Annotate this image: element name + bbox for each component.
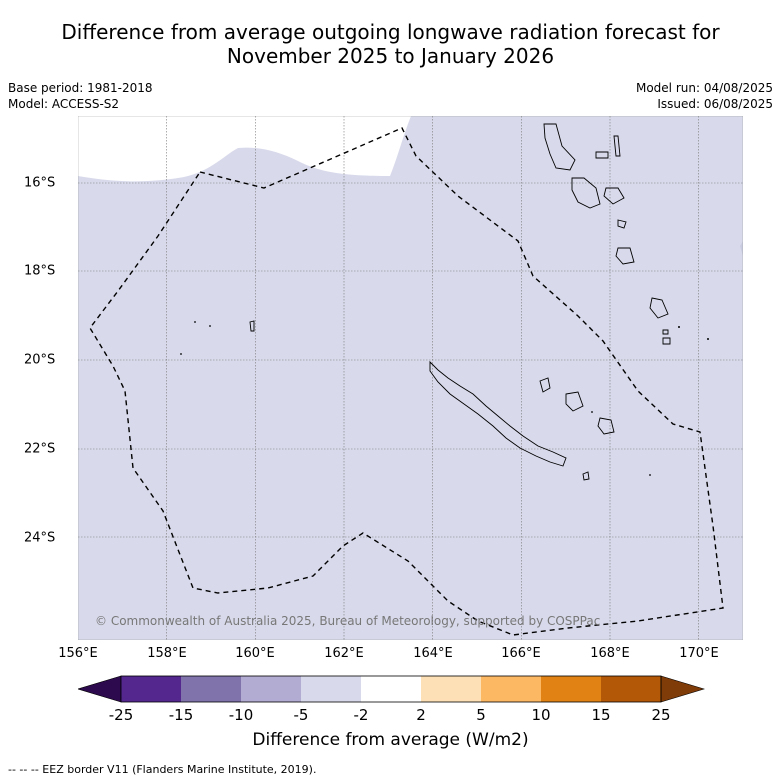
model-name: Model: ACCESS-S2 [8,97,120,111]
lon-label-160: 160°E [235,646,275,661]
cb-tick-minus25: -25 [108,706,134,724]
colorbar-bin-4 [301,676,361,702]
colorbar-bin-8 [541,676,601,702]
vanuatu-efate [603,187,625,205]
eez-border [89,127,724,636]
loyalty-island-2 [565,391,584,412]
colorbar-extend-high [660,675,705,703]
lon-label-166: 166°E [501,646,541,661]
lat-label-24: 24°S [24,530,56,546]
cb-tick-minus15: -15 [168,706,194,724]
lat-label-20: 20°S [24,352,56,368]
base-period: Base period: 1981-2018 [8,81,153,95]
cb-tick-10: 10 [531,706,551,724]
cb-tick-minus5: -5 [293,706,309,724]
title-line-2: November 2025 to January 2026 [226,44,555,68]
cb-tick-25: 25 [651,706,671,724]
graticule [78,116,743,640]
cb-tick-15: 15 [591,706,611,724]
colorbar-bin-2 [181,676,241,702]
vanuatu-malakula [571,177,601,209]
lon-label-170: 170°E [679,646,719,661]
copyright-text: © Commonwealth of Australia 2025, Bureau… [95,614,601,628]
colorbar-extend-low [78,675,122,703]
small-islets [180,321,709,476]
meta-left: Base period: 1981-2018 Model: ACCESS-S2 [8,80,153,112]
colorbar-title: Difference from average (W/m2) [252,730,529,750]
vanuatu-aneityum [662,329,669,335]
vanuatu-ambae [595,151,609,159]
loyalty-island-3 [597,417,615,435]
model-run: Model run: 04/08/2025 [635,81,773,95]
vanuatu-erromango [615,247,635,265]
edge-patch [740,241,743,256]
colorbar [78,675,705,703]
vanuatu-tanna [649,297,669,319]
map-panel [78,116,743,640]
lat-label-18: 18°S [24,263,56,279]
meta-right: Model run: 04/08/2025 Issued: 06/08/2025 [636,80,773,112]
footer-eez-note: -- -- -- EEZ border V11 (Flanders Marine… [8,763,317,776]
vanuatu-north-islet [617,219,627,229]
lon-label-164: 164°E [413,646,453,661]
colorbar-frame [120,675,662,703]
matthew-island [662,337,671,345]
cb-tick-minus2: -2 [353,706,369,724]
colorbar-bin-6 [421,676,481,702]
isle-of-pines [582,471,590,481]
lon-label-158: 158°E [147,646,187,661]
lat-label-22: 22°S [24,441,56,457]
cb-tick-2: 2 [416,706,426,724]
colorbar-bin-9 [601,676,661,702]
anomaly-fill-region [78,116,743,640]
colorbar-bin-7 [481,676,541,702]
vanuatu-pentecost [613,135,621,157]
loyalty-island-1 [539,377,551,393]
chesterfield-islet [249,320,255,332]
lat-label-16: 16°S [24,175,56,191]
issued-date: Issued: 06/08/2025 [657,97,773,111]
lon-label-162: 162°E [324,646,364,661]
cb-tick-minus10: -10 [228,706,254,724]
new-caledonia-coast [429,360,567,467]
chart-title: Difference from average outgoing longwav… [0,20,781,68]
vanuatu-espiritu-santo [543,123,576,171]
title-line-1: Difference from average outgoing longwav… [61,20,720,44]
coastlines [249,123,671,481]
colorbar-bin-3 [241,676,301,702]
colorbar-bin-1 [121,676,181,702]
cb-tick-5: 5 [476,706,486,724]
colorbar-bin-5 [361,676,421,702]
lon-label-156: 156°E [58,646,98,661]
lon-label-168: 168°E [590,646,630,661]
